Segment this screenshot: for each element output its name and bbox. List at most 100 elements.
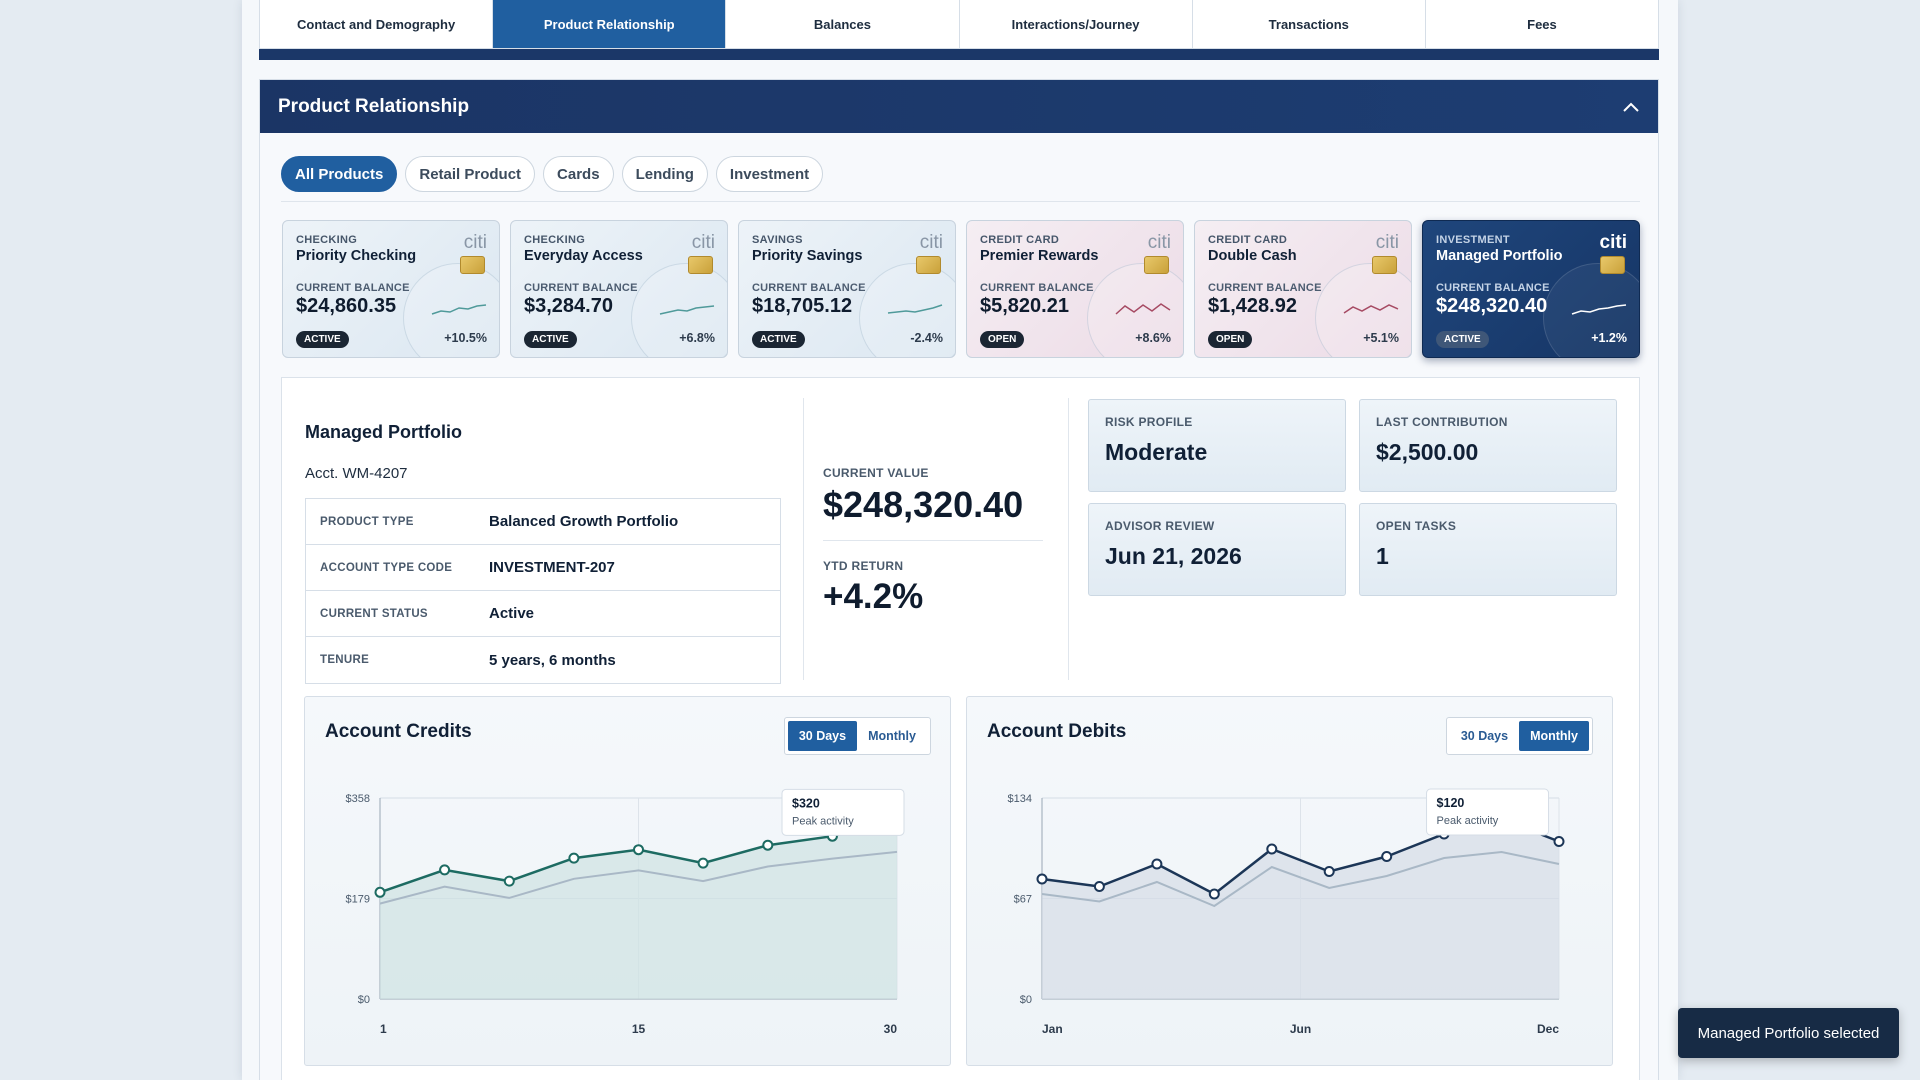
stat-last-contribution: LAST CONTRIBUTION $2,500.00 xyxy=(1359,399,1617,492)
card-product-type: CREDIT CARD xyxy=(1208,234,1288,246)
tooltip-box xyxy=(781,788,905,836)
x-tick-label: Jun xyxy=(1290,1022,1311,1036)
citi-logo: citi xyxy=(1375,232,1399,253)
current-value-label: CURRENT VALUE xyxy=(823,466,929,480)
filter-lending[interactable]: Lending xyxy=(621,156,708,192)
card-change-percent: +10.5% xyxy=(444,331,487,345)
citi-logo: citi xyxy=(1599,232,1627,253)
stat-open-tasks: OPEN TASKS 1 xyxy=(1359,503,1617,596)
card-product-name: Everyday Access xyxy=(524,248,643,264)
filter-all-products[interactable]: All Products xyxy=(281,156,398,192)
product-card-premier-rewards[interactable]: CREDIT CARD Premier Rewards CURRENT BALANC… xyxy=(966,220,1184,358)
sparkline xyxy=(887,304,943,314)
chart-plot: $134 $67 $0 Jan Jun Dec $120 Peak activity xyxy=(1008,788,1565,1036)
y-tick-label: $134 xyxy=(1008,793,1032,805)
sparkline-line xyxy=(431,304,487,315)
tab-balances[interactable]: Balances xyxy=(726,0,960,48)
stat-risk-profile: RISK PROFILE Moderate xyxy=(1088,399,1346,492)
card-balance: $5,820.21 xyxy=(980,295,1069,317)
ytd-return-label: YTD RETURN xyxy=(823,559,904,573)
product-card-managed-portfolio[interactable]: INVESTMENT Managed Portfolio CURRENT BALAN… xyxy=(1422,220,1640,358)
data-point xyxy=(1553,836,1565,847)
y-tick-label: $0 xyxy=(1020,994,1032,1006)
citi-logo: citi xyxy=(1147,232,1171,253)
tab-transactions[interactable]: Transactions xyxy=(1193,0,1426,48)
filter-cards[interactable]: Cards xyxy=(543,156,614,192)
stat-value: $2,500.00 xyxy=(1376,439,1479,465)
divider xyxy=(1068,398,1069,680)
data-point xyxy=(1036,873,1048,885)
tab-bar: Contact and Demography Product Relationsh… xyxy=(259,0,1659,49)
tab-fees[interactable]: Fees xyxy=(1527,16,1557,32)
card-chip-icon xyxy=(460,256,485,274)
stat-label: ADVISOR REVIEW xyxy=(1105,519,1215,533)
detail-row-value: Balanced Growth Portfolio xyxy=(489,513,679,530)
citi-logo: citi xyxy=(463,232,487,253)
sparkline xyxy=(1343,304,1399,314)
status-badge: OPEN xyxy=(1208,331,1253,348)
series-line-secondary xyxy=(379,850,898,905)
card-product-name: Premier Rewards xyxy=(980,248,1099,264)
product-relationship-section: Product Relationship All Products Retail … xyxy=(259,79,1659,1080)
tooltip-value: $320 xyxy=(792,796,820,810)
card-product-type: CREDIT CARD xyxy=(980,234,1060,246)
card-product-name: Managed Portfolio xyxy=(1436,248,1563,264)
card-change-percent: +1.2% xyxy=(1591,331,1627,345)
x-tick-label: Jan xyxy=(1042,1022,1063,1036)
status-badge: OPEN xyxy=(980,331,1025,348)
card-decoration xyxy=(859,263,955,357)
toggle-monthly[interactable]: Monthly xyxy=(1519,721,1589,751)
detail-row-label: CURRENT STATUS xyxy=(320,607,428,620)
card-chip-icon xyxy=(688,256,713,274)
section-header[interactable]: Product Relationship xyxy=(260,80,1658,133)
tab-product-relationship[interactable]: Product Relationship xyxy=(493,0,727,48)
divider xyxy=(803,398,804,680)
card-chip-icon xyxy=(916,256,941,274)
y-tick-label: $0 xyxy=(358,994,370,1006)
toggle-30-days[interactable]: 30 Days xyxy=(787,721,858,751)
tooltip-box xyxy=(1426,788,1550,836)
toggle-monthly[interactable]: Monthly xyxy=(868,729,916,743)
stat-label: RISK PROFILE xyxy=(1105,415,1193,429)
product-card-everyday-access[interactable]: CHECKING Everyday Access CURRENT BALANCE $3… xyxy=(510,220,728,358)
product-card-priority-savings[interactable]: SAVINGS Priority Savings CURRENT BALANCE $1… xyxy=(738,220,956,358)
stat-label: LAST CONTRIBUTION xyxy=(1376,415,1508,429)
detail-row-product-type: PRODUCT TYPE Balanced Growth Portfolio xyxy=(306,499,780,545)
product-card-double-cash[interactable]: CREDIT CARD Double Cash CURRENT BALANCE $1,… xyxy=(1194,220,1412,358)
current-value: $248,320.40 xyxy=(823,484,1024,525)
period-toggle: 30 Days Monthly xyxy=(1445,717,1593,755)
card-product-type: SAVINGS xyxy=(752,234,803,246)
toggle-30-days[interactable]: 30 Days xyxy=(1460,729,1509,743)
ytd-return-value: +4.2% xyxy=(823,577,924,616)
data-point xyxy=(374,886,386,898)
detail-row-label: TENURE xyxy=(320,654,370,666)
tab-interactions-journey[interactable]: Interactions/Journey xyxy=(960,0,1193,48)
x-tick-label: 30 xyxy=(884,1022,898,1036)
series-area xyxy=(1042,819,1559,999)
filter-retail-product[interactable]: Retail Product xyxy=(405,156,536,192)
card-change-percent: +6.8% xyxy=(679,331,715,345)
sparkline-line xyxy=(659,305,715,315)
series-area xyxy=(380,819,897,999)
card-chip-icon xyxy=(1144,256,1169,274)
sparkline-line xyxy=(1115,303,1171,315)
card-chip-icon xyxy=(1600,256,1625,274)
sparkline-line xyxy=(887,304,943,314)
tab-contact-and-demography[interactable]: Contact and Demography xyxy=(260,0,494,48)
card-balance-label: CURRENT BALANCE xyxy=(524,282,638,294)
tooltip-value: $120 xyxy=(1437,796,1465,810)
chevron-up-icon[interactable] xyxy=(1622,98,1640,116)
x-tick-label: Dec xyxy=(1537,1022,1559,1036)
product-filters: All Products Retail Product Cards Lending In… xyxy=(281,156,824,192)
card-product-type: CHECKING xyxy=(296,234,358,246)
filter-investment[interactable]: Investment xyxy=(715,156,824,192)
card-change-percent: +8.6% xyxy=(1135,331,1171,345)
card-product-name: Priority Savings xyxy=(752,248,863,264)
chart-title: Account Debits xyxy=(987,721,1127,742)
data-point xyxy=(439,864,451,876)
data-point xyxy=(1266,843,1278,855)
detail-row-current-status: CURRENT STATUS Active xyxy=(306,591,780,637)
card-balance-label: CURRENT BALANCE xyxy=(752,282,866,294)
card-product-name: Double Cash xyxy=(1208,248,1297,264)
product-card-priority-checking[interactable]: CHECKING Priority Checking CURRENT BALANCE… xyxy=(282,220,500,358)
